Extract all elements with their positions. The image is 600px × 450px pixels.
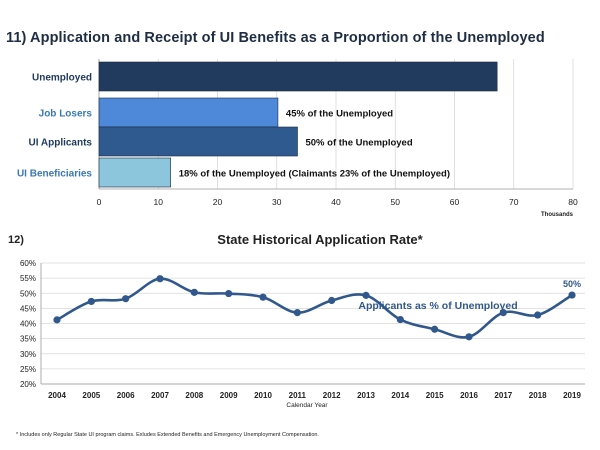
data-point: [293, 309, 301, 317]
category-label: Job Losers: [39, 109, 93, 120]
line-chart-title: State Historical Application Rate*: [217, 232, 423, 247]
series-line: [56, 277, 573, 339]
x-tick-label: 2017: [494, 391, 512, 400]
data-point: [431, 325, 439, 333]
x-tick-label: 2013: [357, 391, 375, 400]
line-chart-number: 12): [8, 234, 24, 246]
bar-unemployed: [98, 61, 498, 92]
x-tick-label: 2019: [563, 391, 581, 400]
data-point: [328, 296, 336, 305]
x-tick-label: 2008: [185, 391, 203, 400]
x-tick-label: 2012: [323, 391, 341, 400]
bar-chart: 0 10 20 30 40 50 60 70 80 Unemployed Job Losers 45%…: [17, 59, 578, 218]
data-point: [465, 333, 473, 341]
data-point: [362, 291, 370, 299]
x-tick-label: 2004: [48, 391, 66, 400]
x-tick-label: 2006: [117, 391, 135, 400]
y-tick-label: 35%: [20, 335, 36, 344]
bar-ui-applicants: [98, 126, 298, 157]
data-point: [225, 289, 233, 298]
x-tick-label: 30: [272, 197, 282, 207]
bar-annotation: 50% of the Unemployed: [305, 138, 412, 149]
series-label: Applicants as % of Unemployed: [358, 300, 517, 312]
category-label: Unemployed: [32, 73, 92, 84]
y-tick-label: 30%: [20, 350, 36, 359]
y-tick-label: 55%: [20, 274, 36, 283]
x-axis-label: Calendar Year: [286, 402, 328, 409]
y-tick-label: 45%: [20, 304, 36, 313]
data-point: [568, 291, 576, 299]
x-unit-label: Thousands: [541, 212, 574, 218]
bar-ui-beneficiaries: [98, 157, 171, 188]
data-point: [499, 309, 507, 317]
x-tick-label: 2009: [220, 391, 238, 400]
line-chart: 20% 25% 30% 35% 40% 45% 50% 55% 60% 2004 2005 2006 2…: [20, 259, 585, 409]
x-tick-label: 2018: [529, 391, 547, 400]
y-tick-label: 40%: [20, 320, 36, 329]
x-tick-label: 2005: [82, 391, 100, 400]
x-tick-label: 70: [509, 197, 519, 207]
category-label: UI Beneficiaries: [17, 169, 92, 180]
x-tick-label: 2007: [151, 391, 169, 400]
x-tick-label: 2014: [391, 391, 409, 400]
x-tick-label: 2011: [289, 391, 307, 400]
data-point: [122, 295, 130, 303]
bar-annotation: 18% of the Unemployed (Claimants 23% of …: [179, 169, 450, 180]
y-tick-label: 20%: [20, 380, 36, 389]
y-tick-label: 25%: [20, 365, 36, 374]
data-point: [53, 316, 61, 324]
y-tick-label: 50%: [20, 289, 36, 298]
x-tick-label: 2015: [426, 391, 444, 400]
y-tick-label: 60%: [20, 259, 36, 268]
data-point: [396, 315, 404, 324]
data-point: [87, 297, 95, 306]
category-label: UI Applicants: [28, 138, 92, 149]
data-point: [259, 293, 267, 301]
x-tick-label: 10: [154, 197, 164, 207]
footnote: * Includes only Regular State UI program…: [16, 432, 319, 438]
last-value-label: 50%: [563, 279, 581, 289]
x-tick-label: 20: [213, 197, 223, 207]
page-title: 11) Application and Receipt of UI Benefi…: [6, 30, 545, 46]
x-tick-label: 40: [331, 197, 341, 207]
x-tick-label: 2016: [460, 391, 478, 400]
x-tick-label: 50: [391, 197, 401, 207]
data-point: [156, 275, 164, 283]
bar-annotation: 45% of the Unemployed: [286, 109, 393, 120]
x-tick-label: 0: [97, 197, 102, 207]
x-tick-label: 80: [568, 197, 578, 207]
x-tick-label: 2010: [254, 391, 272, 400]
bar-job-losers: [98, 97, 279, 128]
data-point: [190, 288, 198, 296]
data-point: [534, 311, 542, 319]
x-tick-label: 60: [450, 197, 460, 207]
